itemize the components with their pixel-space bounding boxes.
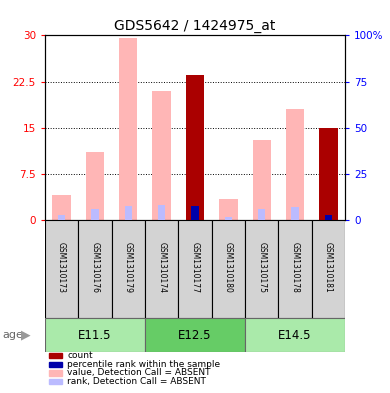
Bar bbox=[112, 220, 145, 318]
Text: GSM1310180: GSM1310180 bbox=[224, 242, 233, 293]
Bar bbox=[145, 220, 178, 318]
Bar bbox=[191, 206, 199, 220]
Bar bbox=[158, 205, 165, 220]
Text: E14.5: E14.5 bbox=[278, 329, 312, 342]
Text: GSM1310181: GSM1310181 bbox=[324, 242, 333, 293]
Bar bbox=[286, 109, 304, 220]
Bar bbox=[91, 209, 99, 220]
Text: GSM1310174: GSM1310174 bbox=[157, 242, 166, 293]
Bar bbox=[225, 217, 232, 220]
Bar bbox=[152, 91, 171, 220]
Bar bbox=[319, 128, 338, 220]
Bar bbox=[124, 206, 132, 220]
Bar bbox=[145, 318, 245, 352]
Text: GSM1310176: GSM1310176 bbox=[90, 242, 99, 293]
Bar bbox=[186, 75, 204, 220]
Bar bbox=[86, 152, 104, 220]
Text: GSM1310179: GSM1310179 bbox=[124, 242, 133, 293]
Text: E12.5: E12.5 bbox=[178, 329, 212, 342]
Bar bbox=[119, 39, 137, 220]
Text: GSM1310178: GSM1310178 bbox=[291, 242, 300, 293]
Text: ▶: ▶ bbox=[21, 329, 31, 342]
Bar bbox=[319, 202, 338, 220]
Bar bbox=[219, 198, 238, 220]
Text: GSM1310175: GSM1310175 bbox=[257, 242, 266, 293]
Text: GSM1310177: GSM1310177 bbox=[190, 242, 200, 293]
Bar bbox=[58, 215, 65, 220]
Bar bbox=[45, 220, 78, 318]
Bar bbox=[291, 207, 299, 220]
Bar bbox=[45, 318, 145, 352]
Text: E11.5: E11.5 bbox=[78, 329, 112, 342]
Text: value, Detection Call = ABSENT: value, Detection Call = ABSENT bbox=[67, 369, 211, 377]
Text: age: age bbox=[2, 330, 23, 340]
Bar bbox=[258, 209, 266, 220]
Bar bbox=[212, 220, 245, 318]
Bar bbox=[245, 318, 345, 352]
Text: count: count bbox=[67, 351, 93, 360]
Bar bbox=[253, 140, 271, 220]
Text: GSM1310173: GSM1310173 bbox=[57, 242, 66, 293]
Bar bbox=[52, 195, 71, 220]
Bar bbox=[178, 220, 212, 318]
Bar bbox=[325, 215, 332, 220]
Bar bbox=[78, 220, 112, 318]
Text: GDS5642 / 1424975_at: GDS5642 / 1424975_at bbox=[114, 18, 276, 33]
Text: percentile rank within the sample: percentile rank within the sample bbox=[67, 360, 221, 369]
Bar bbox=[245, 220, 278, 318]
Bar bbox=[312, 220, 345, 318]
Bar bbox=[278, 220, 312, 318]
Text: rank, Detection Call = ABSENT: rank, Detection Call = ABSENT bbox=[67, 377, 206, 386]
